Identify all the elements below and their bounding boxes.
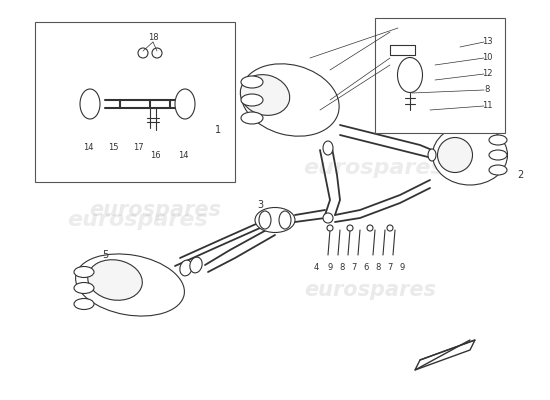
Circle shape [367,225,373,231]
Text: 8: 8 [375,264,381,272]
Text: 15: 15 [108,144,118,152]
Ellipse shape [432,125,508,185]
Text: 14: 14 [82,144,94,152]
Text: 10: 10 [482,54,492,62]
Ellipse shape [259,211,271,229]
Text: eurospares: eurospares [304,280,436,300]
Text: 18: 18 [148,34,158,42]
Text: 12: 12 [482,70,492,78]
Circle shape [327,225,333,231]
Text: eurospares: eurospares [304,158,444,178]
Ellipse shape [489,150,507,160]
Ellipse shape [489,165,507,175]
Ellipse shape [489,135,507,145]
Polygon shape [415,340,475,370]
Circle shape [323,213,333,223]
Text: 1: 1 [215,125,221,135]
Text: 9: 9 [399,264,405,272]
Ellipse shape [80,89,100,119]
Ellipse shape [323,141,333,155]
Text: 14: 14 [178,150,188,160]
Ellipse shape [74,282,94,294]
Ellipse shape [241,94,263,106]
Text: 7: 7 [387,264,393,272]
Circle shape [138,48,148,58]
Ellipse shape [398,58,422,92]
Text: 16: 16 [150,150,160,160]
Ellipse shape [180,260,192,276]
Text: 13: 13 [482,38,492,46]
Text: 4: 4 [314,264,318,272]
Ellipse shape [74,298,94,310]
Ellipse shape [190,257,202,273]
Ellipse shape [74,266,94,278]
Ellipse shape [437,138,472,172]
Ellipse shape [241,76,263,88]
Text: 3: 3 [257,200,263,210]
Ellipse shape [279,211,291,229]
Text: 17: 17 [133,144,144,152]
Ellipse shape [87,260,142,300]
Ellipse shape [75,254,184,316]
Text: eurospares: eurospares [89,200,221,220]
Bar [375,18,505,133]
Text: 5: 5 [102,250,108,260]
Circle shape [387,225,393,231]
Text: 2: 2 [517,170,523,180]
Circle shape [347,225,353,231]
Circle shape [152,48,162,58]
Ellipse shape [255,208,295,232]
Ellipse shape [428,149,436,161]
Ellipse shape [241,112,263,124]
Bar [35,22,235,182]
Text: eurospares: eurospares [67,210,208,230]
Ellipse shape [175,89,195,119]
Text: 9: 9 [327,264,333,272]
Text: 8: 8 [485,86,490,94]
Text: 6: 6 [364,264,368,272]
Ellipse shape [240,75,290,115]
Ellipse shape [241,64,339,136]
Text: 11: 11 [482,102,492,110]
Text: 7: 7 [351,264,357,272]
Text: 8: 8 [339,264,345,272]
